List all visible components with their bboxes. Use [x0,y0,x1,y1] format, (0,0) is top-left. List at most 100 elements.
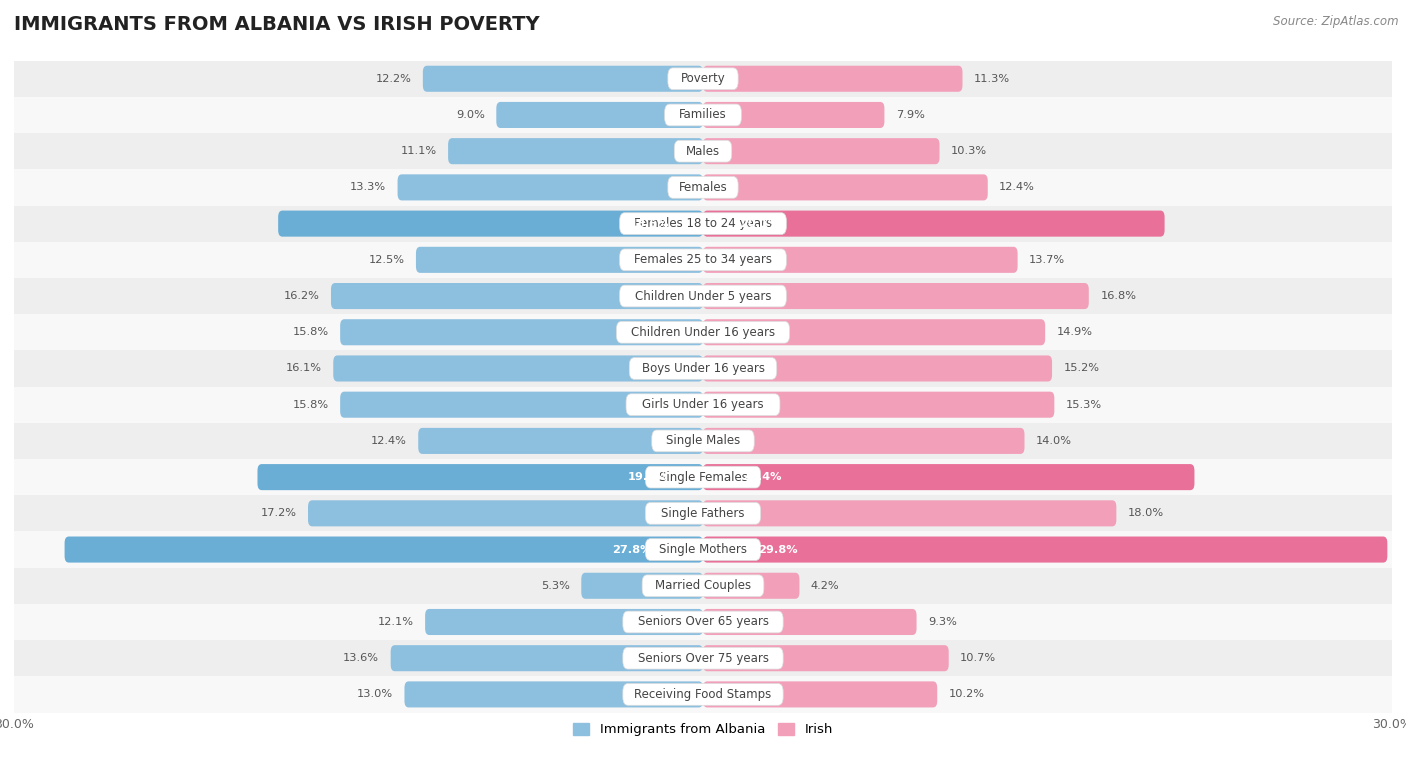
Text: 5.3%: 5.3% [541,581,569,590]
Text: 18.5%: 18.5% [630,218,669,229]
Text: 16.8%: 16.8% [1101,291,1136,301]
Text: 4.2%: 4.2% [811,581,839,590]
Text: 15.8%: 15.8% [292,399,329,409]
Text: 14.9%: 14.9% [1057,327,1092,337]
FancyBboxPatch shape [423,66,703,92]
FancyBboxPatch shape [665,104,741,126]
Text: 29.8%: 29.8% [758,544,797,555]
Text: 17.2%: 17.2% [260,509,297,518]
Text: Females 25 to 34 years: Females 25 to 34 years [634,253,772,266]
FancyBboxPatch shape [623,684,783,705]
FancyBboxPatch shape [416,247,703,273]
Text: 13.3%: 13.3% [350,183,387,193]
Text: 14.0%: 14.0% [1036,436,1071,446]
Bar [14,604,1392,640]
Text: 13.0%: 13.0% [357,690,392,700]
Bar [14,133,1392,169]
FancyBboxPatch shape [703,319,1045,346]
Bar [14,278,1392,314]
FancyBboxPatch shape [278,211,703,236]
FancyBboxPatch shape [703,392,1054,418]
Text: 10.3%: 10.3% [950,146,987,156]
FancyBboxPatch shape [703,66,963,92]
Text: 7.9%: 7.9% [896,110,925,120]
FancyBboxPatch shape [630,358,776,379]
FancyBboxPatch shape [308,500,703,526]
Bar [14,61,1392,97]
FancyBboxPatch shape [418,428,703,454]
FancyBboxPatch shape [398,174,703,200]
FancyBboxPatch shape [65,537,703,562]
Text: 19.4%: 19.4% [627,472,668,482]
Text: 10.7%: 10.7% [960,653,997,663]
FancyBboxPatch shape [496,102,703,128]
FancyBboxPatch shape [703,464,1195,490]
FancyBboxPatch shape [703,102,884,128]
FancyBboxPatch shape [620,285,786,307]
Bar [14,97,1392,133]
FancyBboxPatch shape [623,647,783,669]
Text: Families: Families [679,108,727,121]
FancyBboxPatch shape [333,356,703,381]
FancyBboxPatch shape [703,174,988,200]
FancyBboxPatch shape [620,249,786,271]
Text: Seniors Over 65 years: Seniors Over 65 years [637,615,769,628]
FancyBboxPatch shape [425,609,703,635]
Text: 21.4%: 21.4% [742,472,782,482]
Text: 9.3%: 9.3% [928,617,957,627]
Text: Seniors Over 75 years: Seniors Over 75 years [637,652,769,665]
FancyBboxPatch shape [645,466,761,488]
Bar [14,531,1392,568]
Bar [14,314,1392,350]
Text: 10.2%: 10.2% [949,690,984,700]
Text: Males: Males [686,145,720,158]
Text: 16.2%: 16.2% [284,291,319,301]
Text: Single Fathers: Single Fathers [661,507,745,520]
Text: 15.8%: 15.8% [292,327,329,337]
FancyBboxPatch shape [449,138,703,164]
Text: Boys Under 16 years: Boys Under 16 years [641,362,765,375]
Text: 11.1%: 11.1% [401,146,437,156]
FancyBboxPatch shape [703,247,1018,273]
Text: 11.3%: 11.3% [974,74,1010,83]
Text: 15.3%: 15.3% [1066,399,1102,409]
FancyBboxPatch shape [330,283,703,309]
Text: 27.8%: 27.8% [613,544,652,555]
Text: 9.0%: 9.0% [456,110,485,120]
FancyBboxPatch shape [675,140,731,162]
Text: Children Under 16 years: Children Under 16 years [631,326,775,339]
Bar [14,676,1392,713]
FancyBboxPatch shape [703,537,1388,562]
Text: Females: Females [679,181,727,194]
Text: 12.4%: 12.4% [371,436,406,446]
FancyBboxPatch shape [668,177,738,199]
Text: 12.1%: 12.1% [378,617,413,627]
Text: Source: ZipAtlas.com: Source: ZipAtlas.com [1274,15,1399,28]
FancyBboxPatch shape [581,573,703,599]
Text: 20.1%: 20.1% [740,218,779,229]
FancyBboxPatch shape [703,428,1025,454]
Text: Poverty: Poverty [681,72,725,85]
Text: 16.1%: 16.1% [285,364,322,374]
FancyBboxPatch shape [703,138,939,164]
Text: 12.5%: 12.5% [368,255,405,265]
Text: 18.0%: 18.0% [1128,509,1164,518]
Text: 12.2%: 12.2% [375,74,412,83]
Text: Children Under 5 years: Children Under 5 years [634,290,772,302]
Bar [14,423,1392,459]
FancyBboxPatch shape [645,539,761,560]
FancyBboxPatch shape [668,68,738,89]
Text: Single Mothers: Single Mothers [659,543,747,556]
Text: 12.4%: 12.4% [1000,183,1035,193]
Bar [14,640,1392,676]
FancyBboxPatch shape [626,394,780,415]
FancyBboxPatch shape [703,609,917,635]
Bar [14,387,1392,423]
FancyBboxPatch shape [703,356,1052,381]
FancyBboxPatch shape [643,575,763,597]
FancyBboxPatch shape [652,430,754,452]
FancyBboxPatch shape [340,319,703,346]
Text: Married Couples: Married Couples [655,579,751,592]
Text: IMMIGRANTS FROM ALBANIA VS IRISH POVERTY: IMMIGRANTS FROM ALBANIA VS IRISH POVERTY [14,15,540,34]
FancyBboxPatch shape [703,211,1164,236]
